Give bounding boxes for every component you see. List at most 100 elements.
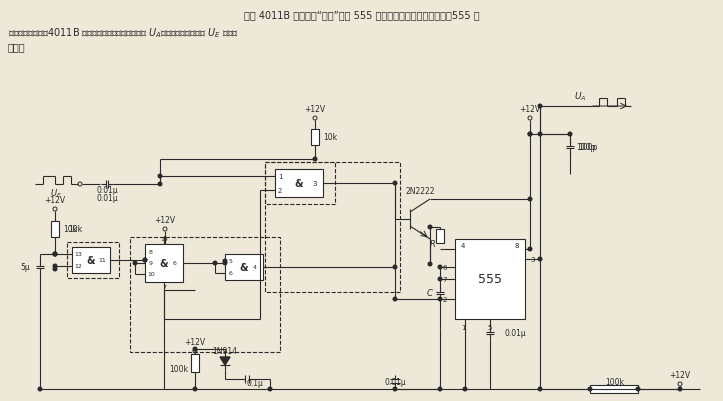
- Circle shape: [529, 133, 532, 136]
- Circle shape: [213, 261, 217, 265]
- Circle shape: [636, 387, 640, 391]
- Text: 100k: 100k: [605, 378, 625, 387]
- Text: &: &: [87, 255, 95, 265]
- Text: C: C: [427, 289, 433, 298]
- Bar: [455, 239, 525, 319]
- Text: &: &: [240, 262, 248, 272]
- Circle shape: [193, 347, 197, 351]
- Bar: [51, 221, 59, 237]
- Text: +12V: +12V: [304, 105, 325, 114]
- Bar: [436, 229, 444, 243]
- Bar: [265, 162, 400, 292]
- Circle shape: [538, 257, 542, 261]
- Text: +12V: +12V: [184, 337, 205, 346]
- Circle shape: [428, 263, 432, 266]
- Circle shape: [538, 105, 542, 109]
- Circle shape: [158, 183, 162, 186]
- Text: $U_A$: $U_A$: [574, 91, 586, 103]
- Text: 7: 7: [442, 276, 447, 282]
- Text: 5μ: 5μ: [20, 263, 30, 272]
- Text: 1: 1: [278, 174, 282, 180]
- Text: 采用 4011B 四双输入“与非”门和 555 时基电路构成的振荡器电路。555 产: 采用 4011B 四双输入“与非”门和 555 时基电路构成的振荡器电路。555…: [244, 10, 480, 20]
- Text: 10: 10: [147, 272, 155, 277]
- Text: 100p: 100p: [576, 143, 595, 152]
- Circle shape: [143, 259, 147, 262]
- Circle shape: [223, 261, 227, 265]
- Circle shape: [438, 277, 442, 281]
- Text: 6: 6: [229, 271, 233, 276]
- Circle shape: [158, 175, 162, 178]
- Bar: [311, 130, 319, 146]
- Text: 10k: 10k: [68, 225, 82, 234]
- Circle shape: [143, 259, 147, 262]
- Text: 4: 4: [253, 265, 257, 270]
- Text: 2: 2: [278, 188, 282, 194]
- Circle shape: [393, 387, 397, 391]
- Circle shape: [313, 158, 317, 161]
- Bar: [191, 354, 199, 372]
- Text: 100p: 100p: [578, 143, 597, 152]
- Circle shape: [54, 253, 57, 256]
- Text: 2N2222: 2N2222: [406, 187, 435, 196]
- Text: 脉冲。: 脉冲。: [8, 42, 25, 52]
- Bar: [275, 170, 323, 198]
- Circle shape: [268, 387, 272, 391]
- Text: 0.1μ: 0.1μ: [247, 379, 263, 387]
- Circle shape: [393, 182, 397, 185]
- Circle shape: [54, 253, 57, 256]
- Text: 6: 6: [173, 261, 177, 266]
- Text: 0.01μ: 0.01μ: [96, 194, 118, 203]
- Text: 10k: 10k: [323, 133, 337, 142]
- Circle shape: [538, 387, 542, 391]
- Circle shape: [54, 267, 57, 271]
- Text: 6: 6: [442, 264, 447, 270]
- Text: 8: 8: [149, 250, 153, 255]
- Text: &: &: [295, 178, 303, 188]
- Circle shape: [438, 298, 442, 301]
- Text: 100k: 100k: [169, 365, 188, 374]
- Circle shape: [529, 247, 532, 251]
- Text: 9: 9: [149, 261, 153, 266]
- Circle shape: [538, 133, 542, 136]
- Text: +12V: +12V: [155, 215, 176, 225]
- Text: 14: 14: [160, 237, 168, 242]
- Text: 1: 1: [461, 324, 465, 330]
- Text: 5: 5: [488, 324, 492, 330]
- Circle shape: [428, 226, 432, 229]
- Bar: [225, 254, 263, 280]
- Circle shape: [463, 387, 467, 391]
- Text: 10k: 10k: [63, 225, 77, 234]
- Text: 3: 3: [530, 256, 534, 262]
- Circle shape: [568, 133, 572, 136]
- Bar: [590, 385, 638, 393]
- Text: +12V: +12V: [519, 105, 541, 114]
- Text: 4: 4: [461, 242, 465, 248]
- Text: 生振荡频率信号，4011B 作触发器，形成矩形输出脉冲 $U_A$。触发器的输入信号 $U_E$ 为一负: 生振荡频率信号，4011B 作触发器，形成矩形输出脉冲 $U_A$。触发器的输入…: [8, 26, 239, 40]
- Text: &: &: [160, 258, 168, 268]
- Text: $U_E$: $U_E$: [50, 187, 62, 200]
- Circle shape: [54, 265, 57, 268]
- Circle shape: [529, 198, 532, 201]
- Text: 12: 12: [74, 264, 82, 269]
- Bar: [145, 244, 183, 282]
- Text: 1N914: 1N914: [213, 346, 237, 356]
- Bar: [72, 247, 110, 273]
- Circle shape: [438, 387, 442, 391]
- Circle shape: [393, 265, 397, 269]
- Text: 5: 5: [229, 259, 233, 264]
- Circle shape: [133, 261, 137, 265]
- Circle shape: [678, 387, 682, 391]
- Circle shape: [529, 133, 532, 136]
- Bar: [67, 242, 119, 278]
- Text: 7: 7: [162, 285, 166, 290]
- Circle shape: [38, 387, 42, 391]
- Text: 0.01μ: 0.01μ: [384, 378, 406, 387]
- Circle shape: [393, 298, 397, 301]
- Text: 3: 3: [313, 180, 317, 186]
- Text: 555: 555: [478, 273, 502, 286]
- Text: 8: 8: [515, 242, 519, 248]
- Circle shape: [193, 387, 197, 391]
- Text: 13: 13: [74, 252, 82, 257]
- Text: 0.01μ: 0.01μ: [505, 329, 527, 338]
- Bar: [130, 237, 280, 352]
